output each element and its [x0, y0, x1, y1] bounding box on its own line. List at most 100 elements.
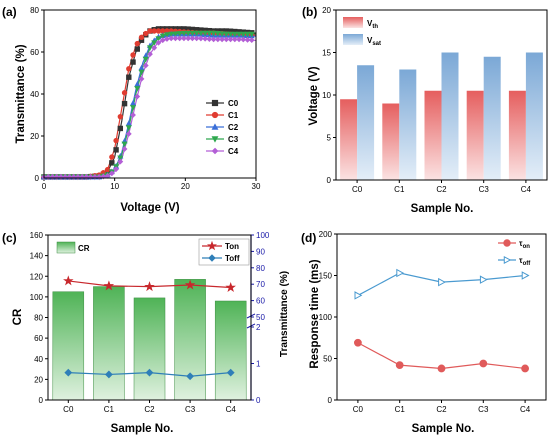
data-point-on	[479, 359, 488, 368]
y2-tick-label: 60	[256, 297, 265, 306]
legend-label: Toff	[225, 254, 240, 263]
data-point-C0	[130, 59, 136, 65]
y-tick-label: 80	[30, 6, 39, 15]
data-point-off	[438, 277, 446, 287]
plot-frame	[335, 9, 548, 181]
y-tick-label: 0	[35, 174, 40, 183]
y-tick-label: 120	[30, 272, 44, 281]
panel-d-ylabel: Response time (ms)	[309, 259, 321, 368]
data-point-C1	[121, 90, 128, 96]
plot-frame	[336, 233, 547, 401]
data-point-C1	[117, 113, 124, 120]
x-tick-label: C1	[395, 405, 406, 414]
data-point-on	[521, 364, 529, 373]
data-point-C0	[121, 100, 128, 107]
data-point-C4	[202, 35, 209, 42]
data-point-C3	[240, 31, 247, 38]
data-point-C3	[214, 31, 221, 37]
data-point-C3	[134, 86, 141, 92]
y2-tick-label: 50	[256, 313, 265, 322]
legend-marker	[211, 123, 219, 130]
y2-tick-label: 1	[256, 360, 261, 369]
data-point-C4	[193, 35, 200, 42]
data-point-C3	[155, 36, 162, 42]
data-point-C0	[126, 74, 132, 80]
bar-th-C0	[340, 99, 358, 180]
data-point-C4	[176, 35, 183, 42]
y-tick-label: 100	[319, 313, 333, 322]
data-point-C4	[121, 146, 128, 152]
data-point-C0	[109, 160, 115, 166]
data-point-Ton	[225, 281, 236, 292]
data-point-C4	[168, 35, 175, 42]
x-tick-label: C4	[520, 405, 531, 414]
data-point-Toff	[64, 368, 73, 377]
data-point-Ton	[184, 279, 196, 290]
data-point-C4	[151, 44, 158, 51]
x-tick-label: 0	[42, 182, 47, 191]
data-point-Ton	[103, 280, 115, 291]
x-tick-label: C1	[394, 185, 405, 194]
legend-label: C3	[228, 135, 239, 144]
y2-tick-label: 2	[256, 323, 261, 332]
y2-tick-label: 70	[256, 280, 265, 289]
data-point-C4	[134, 93, 141, 100]
y-tick-label: 5	[327, 134, 332, 143]
y2-tick-label: 100	[256, 231, 270, 240]
panel-c-ylabel: CR	[12, 308, 24, 325]
bar-th-C1	[382, 103, 400, 180]
data-point-C0	[134, 46, 140, 52]
data-point-C3	[248, 31, 255, 38]
series-line-C0	[44, 28, 257, 178]
data-point-C1	[126, 66, 132, 72]
legend-marker	[503, 255, 512, 265]
panel-d-xlabel: Sample No.	[412, 423, 475, 435]
data-point-C3	[117, 155, 124, 162]
data-point-C3	[210, 30, 217, 37]
data-point-C4	[159, 37, 166, 44]
panel-a-ylabel: Transmittance (%)	[15, 44, 27, 143]
y2-tick-label: 90	[256, 247, 265, 256]
panel-c: (c) CR Transmittance (%) Sample No. 0204…	[2, 231, 290, 435]
legend-label: CR	[78, 244, 90, 253]
y-tick-label: 150	[319, 272, 333, 281]
y-tick-label: 40	[34, 355, 43, 364]
x-tick-label: C0	[352, 185, 363, 194]
data-point-C1	[155, 28, 162, 34]
data-point-C4	[181, 35, 187, 42]
data-point-C3	[159, 33, 166, 40]
panel-a-xlabel: Voltage (V)	[120, 202, 179, 214]
x-tick-label: C0	[63, 405, 74, 414]
data-point-C3	[185, 30, 192, 37]
x-tick-label: C2	[144, 405, 155, 414]
y-tick-label: 140	[30, 252, 44, 261]
y-tick-label: 50	[323, 355, 332, 364]
data-point-C4	[189, 35, 196, 42]
data-point-C4	[210, 36, 217, 43]
data-point-off	[479, 275, 488, 284]
data-point-C3	[197, 30, 204, 37]
data-point-C4	[142, 62, 149, 69]
legend-marker	[211, 99, 219, 107]
data-point-off	[354, 291, 363, 300]
data-point-C4	[155, 39, 162, 46]
legend-marker	[211, 136, 219, 143]
x-tick-label: C3	[185, 405, 196, 414]
legend-label: C1	[228, 111, 239, 120]
data-point-C3	[236, 31, 243, 38]
y-tick-label: 0	[39, 396, 44, 405]
data-point-C4	[236, 36, 242, 43]
x-tick-label: C2	[436, 405, 447, 414]
plot-frame	[47, 234, 252, 401]
bar-sat-C3	[483, 56, 501, 180]
data-point-off	[396, 268, 405, 278]
data-point-C3	[180, 30, 187, 37]
data-point-C3	[219, 31, 226, 37]
y-tick-label: 20	[34, 375, 43, 384]
data-point-C0	[117, 125, 124, 132]
series-line-C4	[44, 37, 257, 178]
data-point-C1	[138, 34, 145, 40]
data-point-C4	[244, 36, 251, 43]
data-point-C4	[108, 170, 115, 177]
